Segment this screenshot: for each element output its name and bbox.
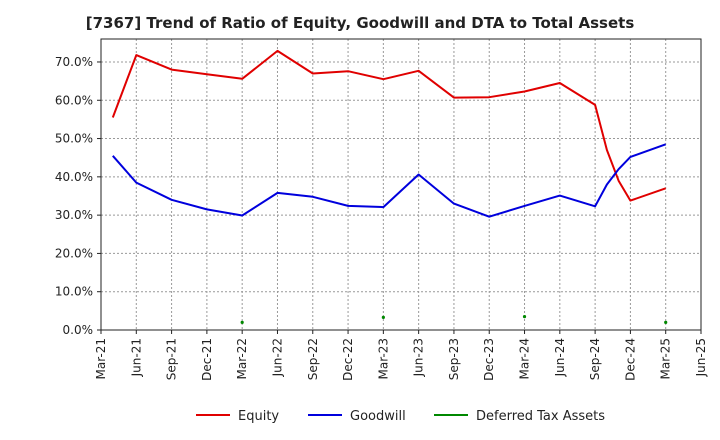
- x-tick-label: Jun-24: [553, 338, 567, 377]
- y-tick-label: 0.0%: [63, 323, 94, 337]
- deferred-tax-assets-point: [381, 315, 385, 319]
- x-tick-label: Dec-24: [623, 338, 637, 381]
- x-tick-label: Jun-21: [129, 338, 143, 377]
- y-tick-label: 50.0%: [55, 132, 93, 146]
- y-tick-label: 20.0%: [55, 246, 93, 260]
- equity-line: [111, 49, 667, 202]
- legend-label-equity: Equity: [238, 409, 279, 424]
- x-tick-label: Jun-23: [412, 338, 426, 377]
- x-tick-label: Sep-24: [588, 338, 602, 380]
- goodwill-line: [112, 143, 667, 218]
- y-tick-label: 10.0%: [55, 285, 93, 299]
- legend-label-deferred-tax-assets: Deferred Tax Assets: [476, 409, 605, 424]
- chart-title: [7367] Trend of Ratio of Equity, Goodwil…: [85, 14, 635, 32]
- x-tick-label: Jun-25: [694, 338, 708, 377]
- series-layer: [111, 49, 668, 324]
- y-tick-label: 60.0%: [55, 93, 93, 107]
- y-tick-label: 70.0%: [55, 55, 93, 69]
- x-tick-label: Mar-24: [518, 338, 532, 379]
- y-tick-label: 40.0%: [55, 170, 93, 184]
- x-tick-label: Jun-22: [270, 338, 284, 377]
- legend-label-goodwill: Goodwill: [350, 409, 406, 424]
- x-tick-label: Dec-21: [200, 338, 214, 381]
- x-tick-label: Dec-23: [482, 338, 496, 381]
- deferred-tax-assets-point: [240, 320, 244, 324]
- plot-frame: [100, 38, 702, 331]
- grid-layer: [101, 39, 701, 330]
- deferred-tax-assets-point: [522, 314, 527, 319]
- tick-layer: Mar-21 Jun-21 Sep-21 Dec-21 Mar-22 Jun-22 Sep-…: [55, 55, 708, 381]
- x-tick-label: Sep-23: [447, 338, 461, 380]
- x-tick-label: Mar-23: [376, 338, 390, 379]
- legend: Equity Goodwill Deferred Tax Assets: [196, 409, 605, 424]
- y-tick-label: 30.0%: [55, 208, 93, 222]
- deferred-tax-assets-point: [664, 320, 668, 324]
- x-tick-label: Sep-22: [306, 338, 320, 380]
- x-tick-label: Mar-21: [94, 338, 108, 379]
- x-tick-label: Dec-22: [341, 338, 355, 381]
- x-tick-label: Mar-25: [659, 338, 673, 379]
- x-tick-label: Mar-22: [235, 338, 249, 379]
- x-tick-label: Sep-21: [165, 338, 179, 380]
